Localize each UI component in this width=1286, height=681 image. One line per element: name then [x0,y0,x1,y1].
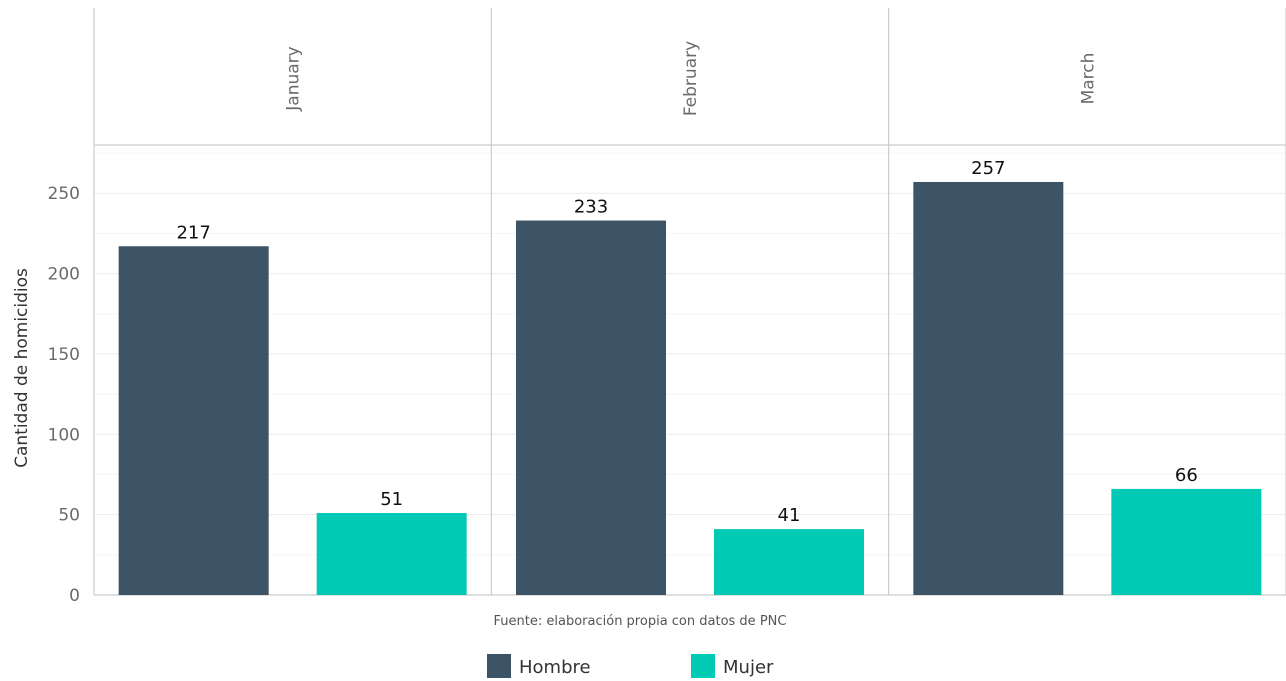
chart-caption: Fuente: elaboración propia con datos de … [494,614,787,629]
bar-mujer [714,529,864,595]
y-tick-label: 50 [58,506,80,526]
bar-hombre [118,246,269,595]
y-axis: 0 50 100 150 200 250 [48,184,80,606]
data-label: 217 [176,222,210,243]
bar-mujer [316,513,467,595]
y-axis-label: Cantidad de homicidios [12,268,32,468]
legend-label: Hombre [519,657,591,678]
bars [118,181,1262,596]
legend: Hombre Mujer [487,654,774,678]
facet-strip-label: February [681,41,701,116]
data-label: 257 [971,158,1005,179]
legend-swatch [691,654,715,678]
facet-strip-label: January [284,46,304,111]
data-label: 66 [1175,465,1198,486]
facet-strips: January February March [284,41,1099,116]
legend-swatch [487,654,511,678]
y-tick-label: 100 [48,425,80,445]
bar-hombre [516,220,666,596]
facet-strip-label: March [1078,53,1098,105]
gridlines [94,152,1286,556]
data-label: 41 [778,505,801,526]
bar-mujer [1111,488,1262,595]
panel-frames [93,8,1286,596]
bar-hombre [913,181,1064,595]
y-tick-label: 250 [48,184,80,204]
data-label: 51 [380,489,403,510]
y-tick-label: 200 [48,265,80,285]
y-tick-label: 0 [69,586,80,606]
data-label: 233 [574,197,608,218]
data-labels: 217 51 233 41 257 66 [176,158,1197,526]
legend-label: Mujer [723,657,774,678]
y-tick-label: 150 [48,345,80,365]
